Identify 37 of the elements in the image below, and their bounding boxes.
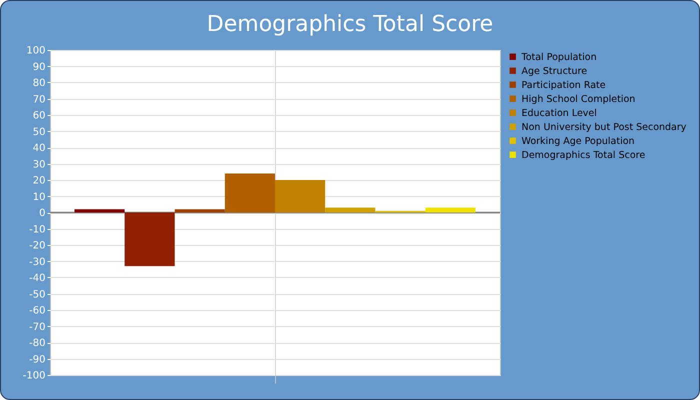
y-tick-label: 20 [32, 176, 46, 186]
y-tick-label: -10 [29, 224, 46, 236]
bar [124, 212, 175, 266]
y-tick-label: 90 [32, 62, 46, 73]
y-tick-label: 10 [32, 192, 46, 203]
bar [74, 209, 125, 212]
y-tick-label: -100 [22, 370, 46, 382]
y-tick-label: 0 [39, 208, 46, 219]
bar [425, 208, 476, 212]
bar [275, 180, 326, 212]
chart-title: Demographics Total Score [206, 12, 494, 37]
y-tick-label: 40 [32, 143, 46, 154]
y-tick-label: -80 [29, 338, 46, 349]
bar [325, 208, 376, 212]
y-tick-label: -50 [29, 289, 46, 300]
y-tick-label: 30 [32, 159, 46, 170]
legend-label: Working Age Population [522, 136, 635, 147]
legend-label: Age Structure [522, 66, 588, 77]
y-tick-label: 60 [32, 110, 46, 122]
legend-label: High School Completion [522, 94, 636, 105]
legend-label: Demographics Total Score [522, 150, 646, 161]
legend-label: Participation Rate [522, 80, 606, 91]
y-tick-label: -30 [29, 256, 46, 268]
y-tick-label: -40 [29, 273, 46, 284]
legend-label: Education Level [522, 108, 597, 119]
y-tick-label: -20 [29, 240, 46, 252]
legend-label: Total Population [520, 52, 597, 63]
y-tick-label: 70 [32, 94, 46, 106]
y-tick-label: -90 [29, 354, 46, 366]
y-tick-label: -70 [29, 322, 46, 333]
y-tick-label: 80 [32, 78, 46, 89]
y-tick-label: 100 [26, 46, 46, 56]
bar [224, 174, 275, 212]
legend-label: Non University but Post Secondary [522, 122, 687, 133]
y-tick-label: 50 [32, 126, 46, 138]
bar [174, 209, 225, 212]
y-tick-label: -60 [29, 306, 46, 316]
